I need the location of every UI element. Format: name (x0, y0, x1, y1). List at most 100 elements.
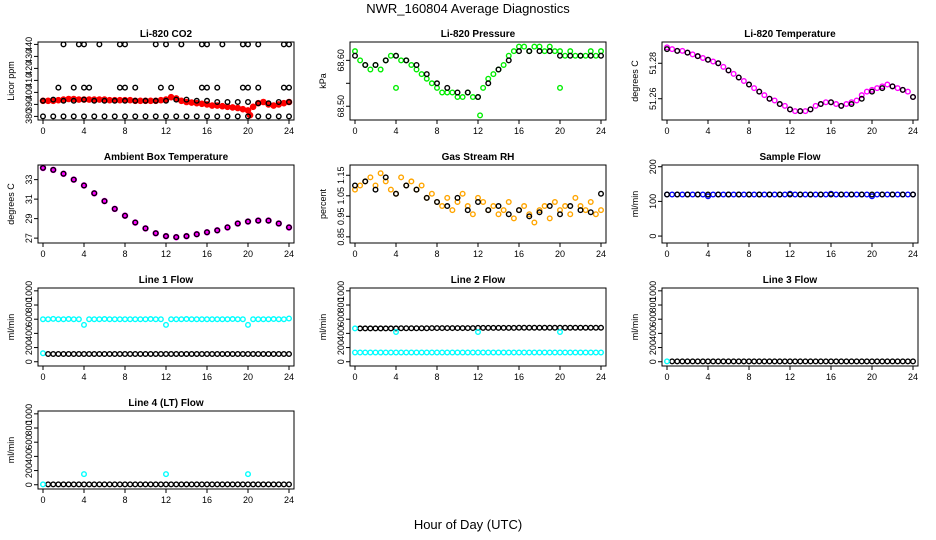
data-point (562, 52, 569, 59)
data-point (812, 102, 819, 109)
data-point (439, 349, 446, 356)
data-point (255, 350, 262, 357)
data-point (96, 96, 103, 103)
data-point (869, 358, 876, 365)
data-point (152, 230, 159, 237)
data-point (377, 349, 384, 356)
data-point (260, 316, 267, 323)
x-tick-label: 4 (81, 372, 86, 382)
data-point (833, 191, 840, 198)
data-point (664, 358, 671, 365)
data-point (209, 316, 216, 323)
data-point (551, 324, 558, 331)
data-point (459, 349, 466, 356)
data-point (833, 101, 840, 108)
data-point (480, 198, 487, 205)
data-point (116, 42, 123, 48)
x-tick-label: 24 (284, 495, 294, 505)
plot-area (352, 324, 605, 356)
data-point (96, 350, 103, 357)
data-point (740, 358, 747, 365)
data-point (664, 191, 671, 198)
data-point (464, 325, 471, 332)
data-point (126, 96, 134, 104)
data-point (162, 471, 169, 478)
data-point (157, 84, 164, 91)
data-point (286, 98, 293, 105)
data-point (229, 350, 236, 357)
data-point (904, 88, 911, 95)
data-point (858, 191, 865, 198)
data-point (234, 98, 241, 105)
plot-frame (37, 164, 295, 244)
data-point (699, 54, 706, 61)
plot-area (664, 358, 917, 365)
data-point (70, 113, 77, 120)
data-point (372, 186, 379, 193)
data-point (526, 211, 533, 218)
data-point (705, 191, 712, 198)
x-tick-label: 8 (122, 126, 127, 136)
data-point (853, 358, 860, 365)
x-tick-label: 4 (705, 126, 710, 136)
data-point (157, 316, 164, 323)
data-point (551, 48, 558, 55)
data-point (393, 349, 400, 356)
x-tick-label: 4 (393, 126, 398, 136)
x-tick-label: 24 (284, 249, 294, 259)
x-tick-label: 24 (908, 126, 918, 136)
y-tick-label: 51.28 (648, 52, 658, 75)
data-point (710, 191, 717, 198)
data-point (244, 113, 251, 120)
data-point (224, 224, 231, 231)
data-point (674, 358, 681, 365)
data-point (843, 101, 850, 108)
data-point (70, 350, 77, 357)
y-tick-label: 51.26 (648, 87, 658, 110)
data-point (188, 350, 195, 357)
data-point (510, 215, 517, 222)
data-point (428, 325, 435, 332)
data-point (111, 97, 118, 104)
data-point (577, 349, 584, 356)
y-tick-label: 29 (24, 214, 34, 224)
y-tick-label: 430 (24, 49, 34, 64)
x-tick-label: 4 (393, 372, 398, 382)
data-point (377, 66, 384, 73)
data-point (480, 349, 487, 356)
data-point (50, 315, 57, 322)
data-point (541, 324, 548, 331)
data-point (157, 481, 164, 488)
data-point (587, 52, 594, 59)
data-point (352, 182, 359, 189)
data-point (255, 481, 262, 488)
data-point (858, 95, 865, 102)
data-point (255, 42, 262, 48)
data-point (567, 324, 574, 331)
data-point (598, 324, 605, 331)
data-point (403, 349, 410, 356)
data-point (434, 325, 441, 332)
data-point (746, 358, 753, 365)
data-point (137, 481, 144, 488)
data-point (382, 325, 389, 332)
data-point (204, 42, 210, 48)
panel-title: Line 2 Flow (451, 275, 506, 286)
data-point (270, 350, 277, 357)
data-point (55, 316, 62, 323)
data-point (229, 104, 236, 111)
x-tick-label: 20 (243, 372, 253, 382)
data-point (485, 324, 492, 331)
data-point (694, 53, 701, 60)
y-tick-label: 1.05 (336, 187, 346, 205)
x-tick-label: 16 (514, 126, 524, 136)
data-point (459, 94, 466, 101)
plot-area (39, 165, 293, 241)
data-point (250, 316, 257, 323)
data-point (792, 358, 799, 365)
data-point (807, 358, 814, 365)
y-axis-label: ml/min (318, 314, 328, 341)
data-point (828, 358, 835, 365)
data-point (464, 207, 471, 214)
data-point (592, 349, 599, 356)
